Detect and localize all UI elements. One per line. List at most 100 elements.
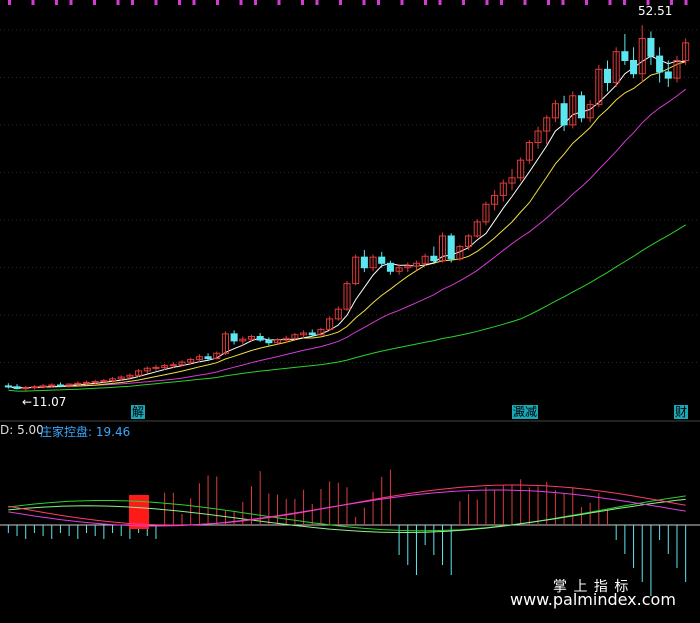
indicator-magenta-line xyxy=(8,489,686,527)
candle-up xyxy=(117,376,125,380)
event-tag-2[interactable]: 澱减 xyxy=(512,405,539,419)
candle-down xyxy=(447,235,455,260)
candle-up xyxy=(143,367,151,372)
top-marker xyxy=(339,0,342,5)
candle-up xyxy=(395,267,403,272)
candle-up xyxy=(161,365,169,368)
event-tag-3[interactable]: 财 xyxy=(674,405,689,419)
top-marker xyxy=(500,0,503,5)
top-marker xyxy=(377,0,380,5)
top-marker xyxy=(8,0,11,5)
candle-up xyxy=(74,382,82,385)
top-marker xyxy=(93,0,96,5)
top-marker xyxy=(69,0,73,5)
candle-up xyxy=(369,256,377,269)
candle-up xyxy=(491,194,499,205)
candle-up xyxy=(195,356,203,360)
candle-up xyxy=(48,384,56,387)
candle-up xyxy=(30,386,38,389)
candle-up xyxy=(39,385,47,388)
candle-up xyxy=(473,221,481,237)
top-marker xyxy=(424,0,427,5)
top-marker xyxy=(684,0,688,5)
candle-up xyxy=(82,381,91,384)
candle-up xyxy=(465,235,473,248)
candle-up xyxy=(482,203,490,223)
candle-up xyxy=(65,383,73,387)
candle-down xyxy=(577,95,585,119)
top-marker xyxy=(608,0,612,5)
candle-down xyxy=(386,262,394,272)
candle-down xyxy=(664,71,672,79)
candle-up xyxy=(569,95,577,126)
top-marker xyxy=(178,0,181,5)
candle-up xyxy=(438,235,447,262)
indicator-green-line-2 xyxy=(8,498,686,533)
candle-up xyxy=(404,265,412,269)
top-marker xyxy=(254,0,257,5)
candle-up xyxy=(282,337,290,341)
candle-down xyxy=(656,55,664,73)
candle-down xyxy=(560,103,568,126)
ma60-line xyxy=(8,224,686,392)
candle-up xyxy=(638,37,646,75)
candle-up xyxy=(525,142,533,161)
top-marker xyxy=(623,0,626,5)
indicator-param-label: D: 5.00 xyxy=(0,423,44,437)
indicator-name-label: 庄家控盘: 19.46 xyxy=(40,425,131,439)
candle-down xyxy=(360,256,368,269)
candle-down xyxy=(256,336,264,341)
candle-down xyxy=(378,256,386,264)
candle-down xyxy=(308,332,316,336)
candle-up xyxy=(517,159,525,179)
candle-up xyxy=(213,352,221,360)
candle-up xyxy=(326,318,334,330)
candle-down xyxy=(204,356,212,360)
high-price-label: 52.51 xyxy=(638,4,673,18)
candle-up xyxy=(247,336,256,340)
top-marker xyxy=(131,0,134,5)
event-tag-1[interactable]: 解 xyxy=(131,405,146,419)
candle-up xyxy=(22,387,30,390)
low-price-label: ←11.07 xyxy=(22,395,67,409)
candle-up xyxy=(126,374,134,378)
candle-up xyxy=(456,246,464,260)
top-marker xyxy=(485,0,489,5)
candle-up xyxy=(543,117,551,132)
top-marker xyxy=(646,0,650,5)
top-marker xyxy=(362,0,366,5)
candle-down xyxy=(647,37,655,57)
candle-up xyxy=(187,358,195,363)
candle-up xyxy=(682,42,690,61)
candle-up xyxy=(412,262,421,267)
ma20-line xyxy=(8,88,687,389)
candle-up xyxy=(91,380,99,383)
candle-up xyxy=(421,255,429,264)
candle-up xyxy=(499,182,507,196)
candle-down xyxy=(430,255,438,262)
candle-down xyxy=(13,386,21,390)
top-marker xyxy=(192,0,196,5)
candle-up xyxy=(135,370,143,376)
indicator-green-line-1 xyxy=(8,495,686,532)
candle-up xyxy=(221,333,229,354)
top-marker xyxy=(523,0,527,5)
candle-up xyxy=(317,328,325,336)
candle-up xyxy=(334,308,342,320)
watermark-url: www.palmindex.com xyxy=(510,590,676,609)
top-marker xyxy=(585,0,588,5)
candle-down xyxy=(265,339,273,344)
top-marker xyxy=(547,0,550,5)
signal-block xyxy=(129,495,149,529)
candle-up xyxy=(343,283,351,310)
candle-up xyxy=(152,366,160,369)
top-marker xyxy=(216,0,219,5)
watermark-title: 掌 上 指 标 xyxy=(553,579,630,595)
candle-down xyxy=(621,51,629,62)
candle-down xyxy=(4,385,12,388)
candle-down xyxy=(603,68,612,84)
top-marker xyxy=(670,0,673,5)
candle-up xyxy=(595,68,603,106)
candle-up xyxy=(534,130,542,144)
